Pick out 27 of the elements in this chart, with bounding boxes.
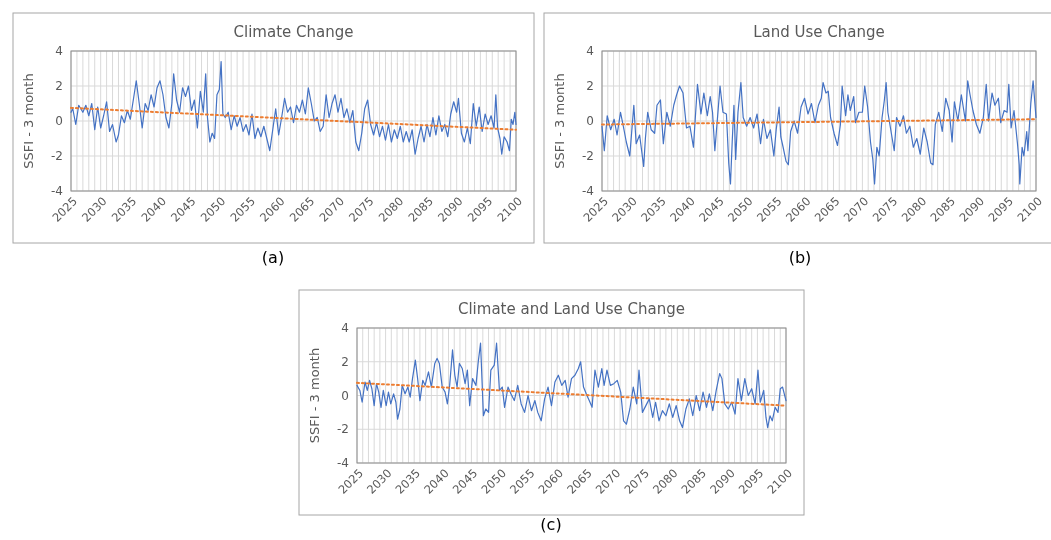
line-series [356,342,787,429]
y-tick-label: -2 [582,149,594,164]
y-tick-label: 4 [586,44,594,59]
y-tick-label: 4 [341,321,349,336]
y-tick-label: -2 [51,149,63,164]
y-tick-label: 0 [341,388,349,403]
chart-title: Land Use Change [753,23,885,41]
y-axis-title: SSFI - 3 month [552,73,567,169]
y-tick-label: 0 [586,114,594,129]
y-axis-title: SSFI - 3 month [21,73,36,169]
chart-title: Climate Change [233,23,354,41]
line-series [70,60,517,155]
y-tick-label: -4 [337,456,349,471]
y-tick-label: 2 [55,79,63,94]
line-series [601,80,1037,185]
y-tick-label: 0 [55,114,63,129]
y-tick-label: 2 [341,354,349,369]
text: (a) [261,248,285,267]
y-tick-label: 2 [586,79,594,94]
text: (b) [788,248,812,267]
y-tick-label: -4 [51,184,63,199]
y-tick-label: 4 [55,44,63,59]
y-axis-title: SSFI - 3 month [307,347,322,444]
chart-title: Climate and Land Use Change [457,300,686,318]
text: (c) [540,515,562,534]
y-tick-label: -4 [582,184,594,199]
y-tick-label: -2 [337,422,349,437]
